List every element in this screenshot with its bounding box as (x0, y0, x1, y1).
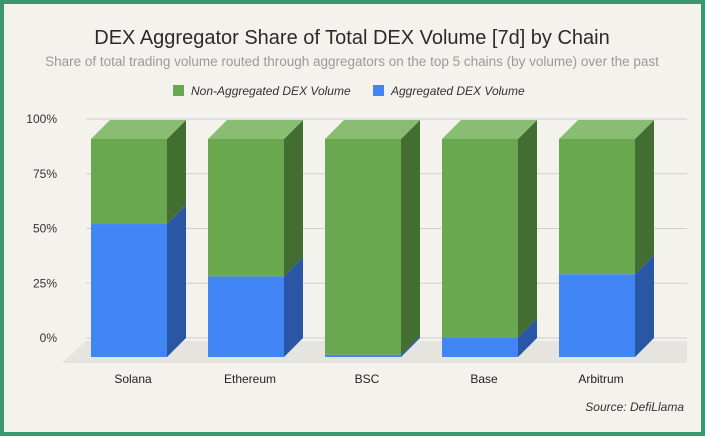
bar-side-non-aggregated-arbitrum (635, 120, 654, 275)
bar-side-non-aggregated-ethereum (284, 120, 303, 277)
y-tick-label: 50% (33, 222, 57, 236)
chart-svg: DEX Aggregator Share of Total DEX Volume… (26, 27, 687, 414)
legend-swatch-1 (373, 85, 384, 96)
chart-title: DEX Aggregator Share of Total DEX Volume… (94, 27, 610, 49)
bar-side-non-aggregated-solana (167, 120, 186, 225)
chart-card: DEX Aggregator Share of Total DEX Volume… (4, 4, 701, 432)
bar-side-aggregated-base (518, 318, 537, 357)
legend: Non-Aggregated DEX Volume Aggregated DEX … (173, 84, 525, 98)
legend-swatch-0 (173, 85, 184, 96)
legend-label-0: Non-Aggregated DEX Volume (191, 84, 351, 98)
x-tick-label: Solana (114, 372, 152, 386)
source-label: Source: DefiLlama (585, 400, 684, 414)
y-tick-label: 25% (33, 276, 57, 290)
bar-group-bsc (325, 120, 420, 357)
bar-side-non-aggregated-bsc (401, 120, 420, 355)
y-tick-label: 100% (26, 112, 57, 126)
chart-subtitle: Share of total trading volume routed thr… (45, 54, 659, 69)
bar-aggregated-bsc (325, 354, 401, 357)
bar-top-ethereum (208, 120, 303, 139)
y-axis: 0% 25% 50% 75% 100% (26, 112, 57, 345)
bar-group-arbitrum (559, 120, 654, 357)
x-tick-label: Base (470, 372, 498, 386)
x-tick-label: Ethereum (224, 372, 276, 386)
bar-group-base (442, 120, 537, 357)
x-axis: Solana Ethereum BSC Base Arbitrum (114, 372, 623, 386)
y-tick-label: 0% (40, 331, 58, 345)
bar-aggregated-ethereum (208, 276, 284, 357)
bar-non-aggregated-ethereum (208, 139, 284, 277)
bar-top-base (442, 120, 537, 139)
bar-side-aggregated-solana (167, 205, 186, 357)
bar-aggregated-base (442, 337, 518, 357)
y-tick-label: 75% (33, 167, 57, 181)
bar-aggregated-solana (91, 224, 167, 357)
bar-non-aggregated-solana (91, 139, 167, 225)
bar-side-aggregated-bsc (401, 335, 420, 357)
x-tick-label: BSC (355, 372, 380, 386)
bar-side-aggregated-ethereum (284, 257, 303, 357)
bar-top-solana (91, 120, 186, 139)
bars (91, 120, 654, 357)
bar-non-aggregated-base (442, 139, 518, 338)
bar-group-solana (91, 120, 186, 357)
bar-top-bsc (325, 120, 420, 139)
bar-group-ethereum (208, 120, 303, 357)
bar-non-aggregated-bsc (325, 139, 401, 355)
bar-non-aggregated-arbitrum (559, 139, 635, 275)
bar-aggregated-arbitrum (559, 274, 635, 357)
x-tick-label: Arbitrum (578, 372, 623, 386)
bar-top-arbitrum (559, 120, 654, 139)
legend-label-1: Aggregated DEX Volume (390, 84, 525, 98)
bar-side-aggregated-arbitrum (635, 255, 654, 357)
bar-side-non-aggregated-base (518, 120, 537, 338)
